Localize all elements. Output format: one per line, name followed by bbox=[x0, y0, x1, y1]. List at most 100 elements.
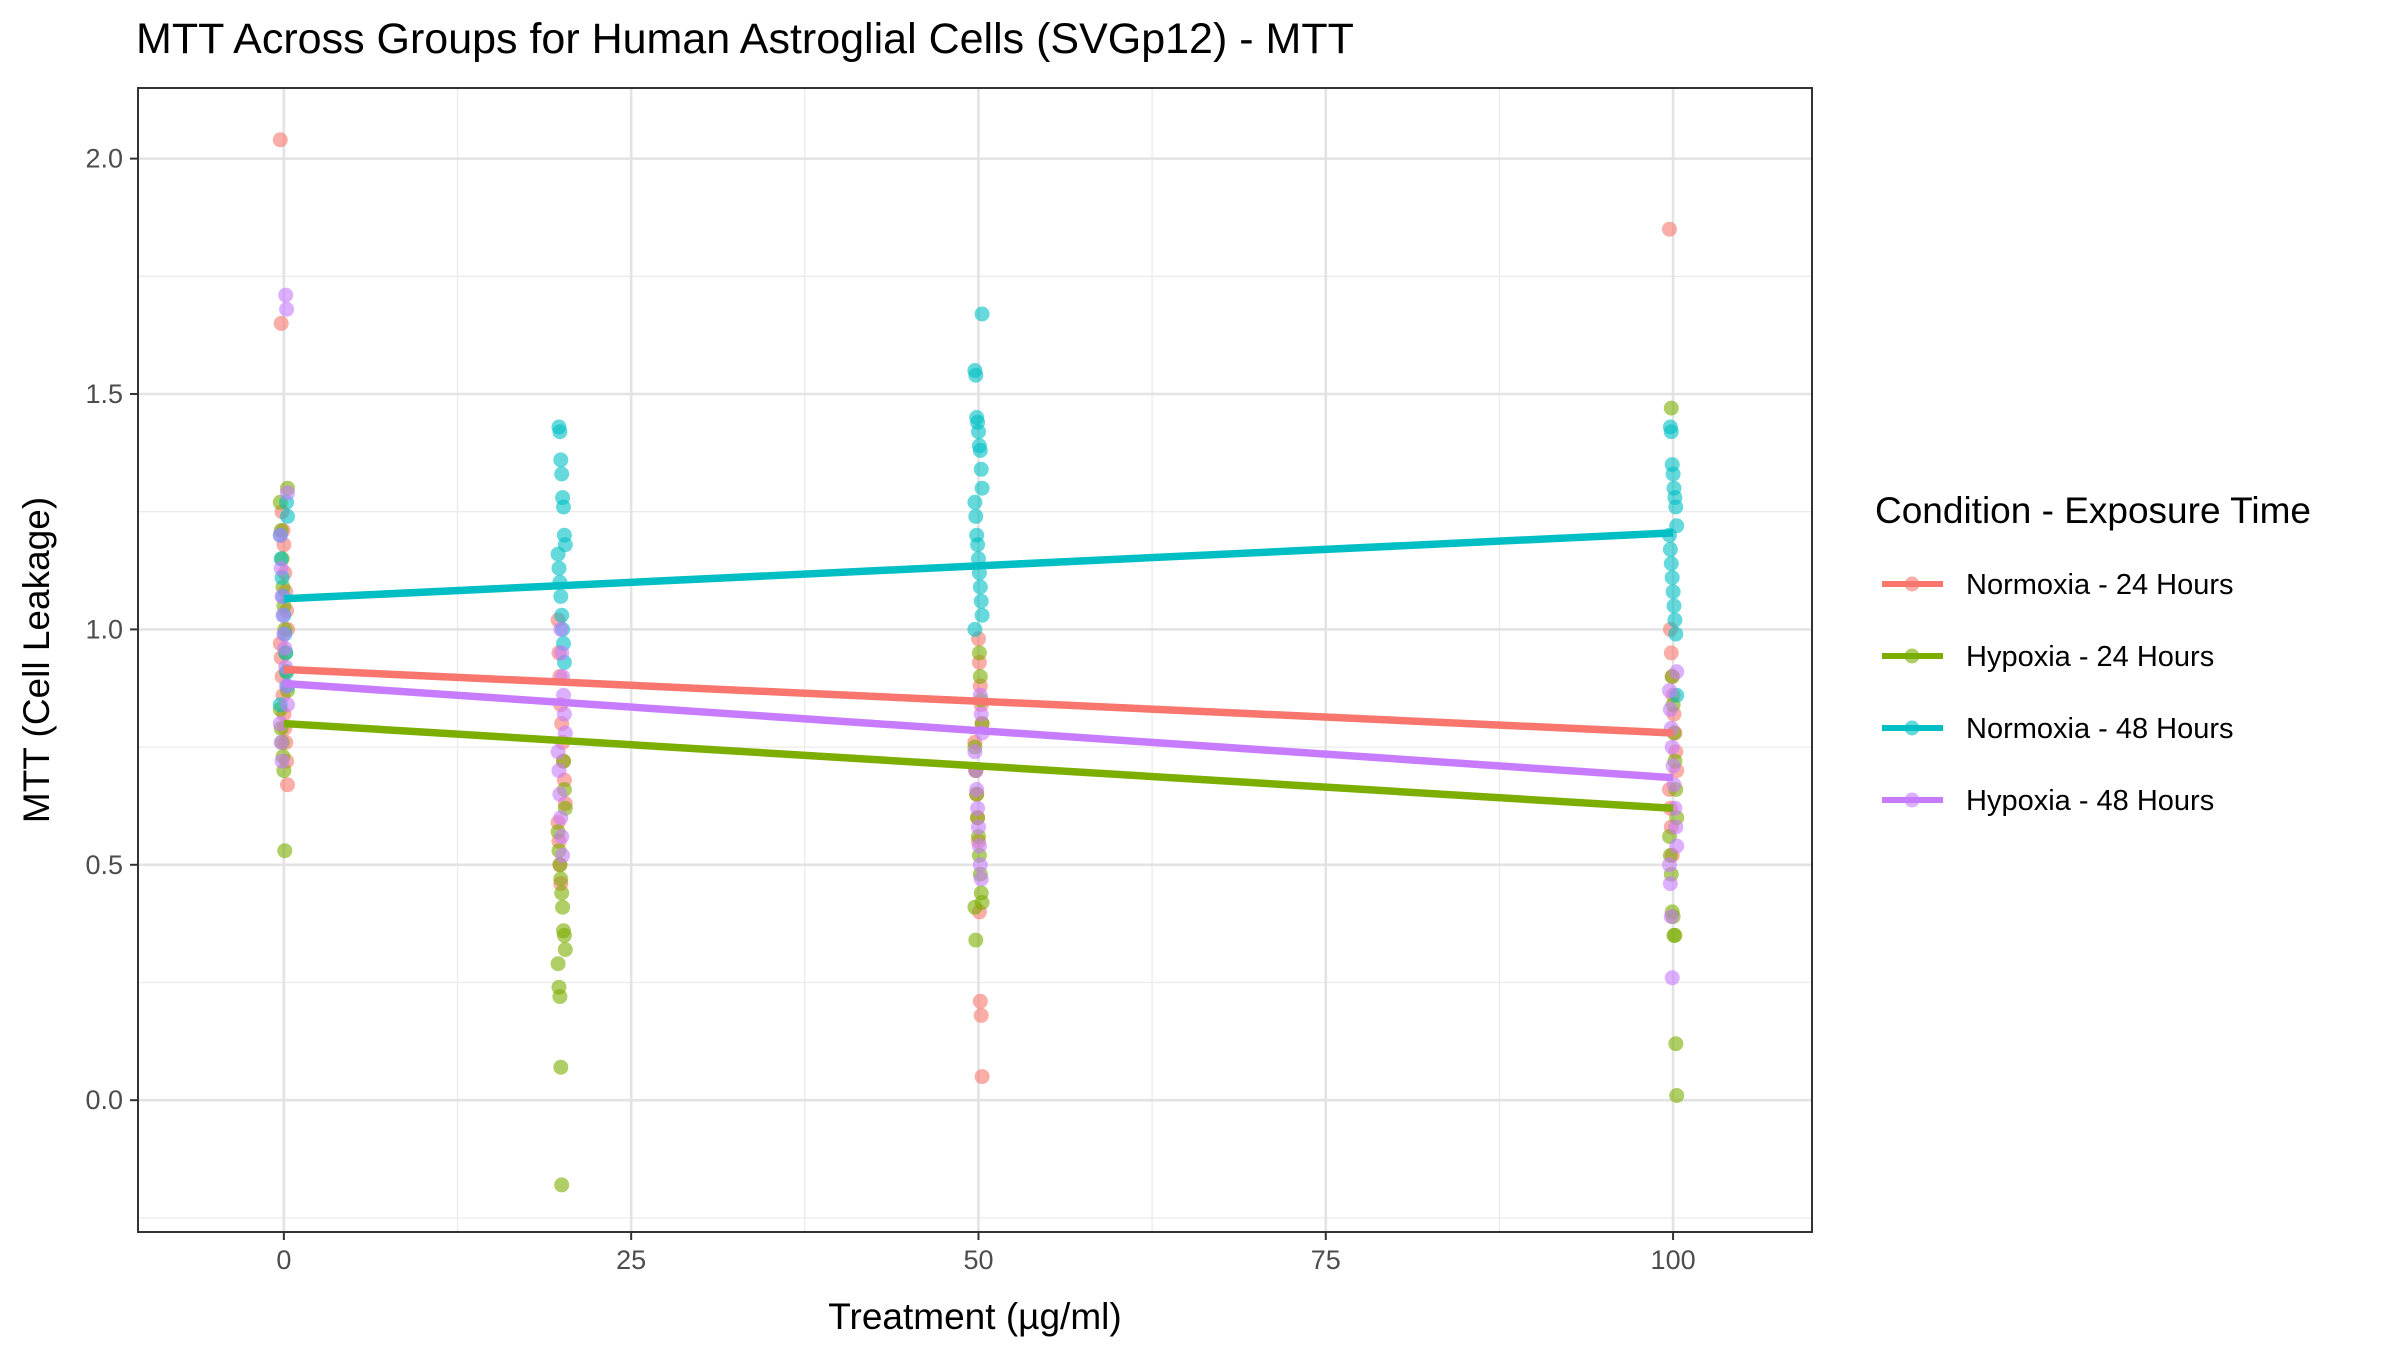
data-point bbox=[273, 734, 289, 750]
data-point bbox=[1663, 909, 1679, 925]
data-point bbox=[551, 763, 567, 779]
data-point bbox=[972, 443, 988, 458]
data-point bbox=[273, 315, 289, 331]
data-point bbox=[1662, 683, 1677, 699]
chart-title: MTT Across Groups for Human Astroglial C… bbox=[136, 15, 1354, 63]
y-tick-label: 0.0 bbox=[85, 1085, 123, 1115]
x-tick-label: 25 bbox=[616, 1245, 646, 1275]
data-point bbox=[1669, 838, 1685, 854]
grid-minor bbox=[138, 88, 1812, 1232]
legend-item: Normoxia - 24 Hours bbox=[1882, 569, 2234, 601]
legend-key-point bbox=[1904, 792, 1920, 808]
data-point bbox=[556, 706, 572, 722]
data-point bbox=[1663, 645, 1679, 661]
x-axis: 0 25 50 75 100 bbox=[276, 1232, 1696, 1275]
data-point bbox=[272, 527, 288, 543]
data-point bbox=[1662, 857, 1677, 873]
data-point bbox=[553, 871, 569, 887]
data-point bbox=[275, 607, 291, 623]
data-point bbox=[280, 777, 295, 793]
data-point bbox=[969, 782, 985, 797]
data-point bbox=[973, 593, 989, 609]
data-point bbox=[972, 857, 988, 873]
data-point bbox=[971, 838, 987, 854]
data-point bbox=[278, 287, 294, 303]
data-point bbox=[973, 461, 989, 477]
legend-label: Normoxia - 48 Hours bbox=[1966, 713, 2234, 745]
data-point bbox=[1664, 570, 1680, 586]
legend-label: Hypoxia - 48 Hours bbox=[1966, 785, 2214, 817]
data-point bbox=[1664, 739, 1680, 755]
data-point bbox=[274, 753, 290, 769]
data-point bbox=[280, 485, 295, 501]
data-point bbox=[972, 993, 988, 1009]
legend-item: Hypoxia - 48 Hours bbox=[1882, 785, 2214, 817]
data-point bbox=[967, 621, 983, 637]
data-point bbox=[974, 1069, 990, 1085]
data-point bbox=[552, 424, 568, 440]
data-point bbox=[1667, 612, 1683, 628]
data-point bbox=[972, 669, 988, 684]
data-point bbox=[554, 645, 570, 661]
data-point bbox=[1666, 598, 1682, 614]
y-tick-label: 1.0 bbox=[85, 614, 123, 644]
data-point bbox=[967, 899, 983, 915]
legend-title: Condition - Exposure Time bbox=[1875, 490, 2311, 531]
data-point bbox=[272, 132, 288, 148]
legend-label: Normoxia - 24 Hours bbox=[1966, 569, 2234, 601]
data-point bbox=[553, 810, 569, 826]
data-point bbox=[554, 829, 570, 844]
data-point bbox=[1669, 664, 1685, 680]
trend-line bbox=[283, 529, 1674, 603]
data-point bbox=[970, 800, 986, 816]
legend-key-point bbox=[1904, 648, 1920, 664]
data-point bbox=[973, 1007, 989, 1023]
data-point bbox=[974, 480, 990, 496]
y-axis: 0.0 0.5 1.0 1.5 2.0 bbox=[85, 144, 138, 1115]
data-point bbox=[1662, 541, 1678, 557]
y-axis-title: MTT (Cell Leakage) bbox=[16, 497, 57, 823]
y-tick-label: 2.0 bbox=[85, 144, 123, 174]
data-point bbox=[550, 546, 566, 562]
data-point bbox=[550, 956, 566, 972]
data-point bbox=[973, 706, 989, 722]
data-point bbox=[968, 932, 984, 948]
x-axis-title: Treatment (µg/ml) bbox=[828, 1296, 1121, 1337]
data-point bbox=[557, 942, 573, 957]
data-point bbox=[556, 499, 571, 515]
data-point bbox=[972, 579, 988, 595]
trend-layer bbox=[283, 529, 1674, 813]
trend-line bbox=[283, 719, 1674, 813]
data-point bbox=[277, 843, 293, 859]
data-point bbox=[971, 819, 986, 835]
data-point bbox=[551, 560, 567, 576]
y-tick-label: 1.5 bbox=[85, 379, 123, 409]
data-point bbox=[1668, 626, 1684, 642]
data-point bbox=[1669, 1088, 1685, 1103]
legend: Condition - Exposure Time Normoxia - 24 … bbox=[1875, 490, 2311, 817]
data-point bbox=[552, 989, 568, 1005]
legend-key-point bbox=[1904, 720, 1920, 736]
data-point bbox=[968, 508, 984, 524]
legend-key-point bbox=[1904, 576, 1920, 592]
x-tick-label: 100 bbox=[1651, 1245, 1696, 1275]
data-point bbox=[550, 744, 566, 760]
data-point bbox=[277, 640, 293, 656]
data-point bbox=[276, 626, 292, 642]
legend-item: Hypoxia - 24 Hours bbox=[1882, 641, 2214, 673]
data-point bbox=[1663, 556, 1679, 571]
data-point bbox=[553, 1059, 569, 1075]
data-point bbox=[554, 885, 570, 901]
plot-border bbox=[137, 87, 1813, 1233]
data-point bbox=[272, 716, 288, 732]
data-point bbox=[279, 301, 295, 317]
trend-line bbox=[283, 679, 1674, 782]
data-point bbox=[554, 466, 570, 482]
data-point bbox=[971, 645, 987, 661]
data-point bbox=[1665, 584, 1681, 600]
data-point bbox=[971, 424, 986, 440]
data-point bbox=[1662, 876, 1678, 892]
data-point bbox=[1662, 701, 1678, 717]
